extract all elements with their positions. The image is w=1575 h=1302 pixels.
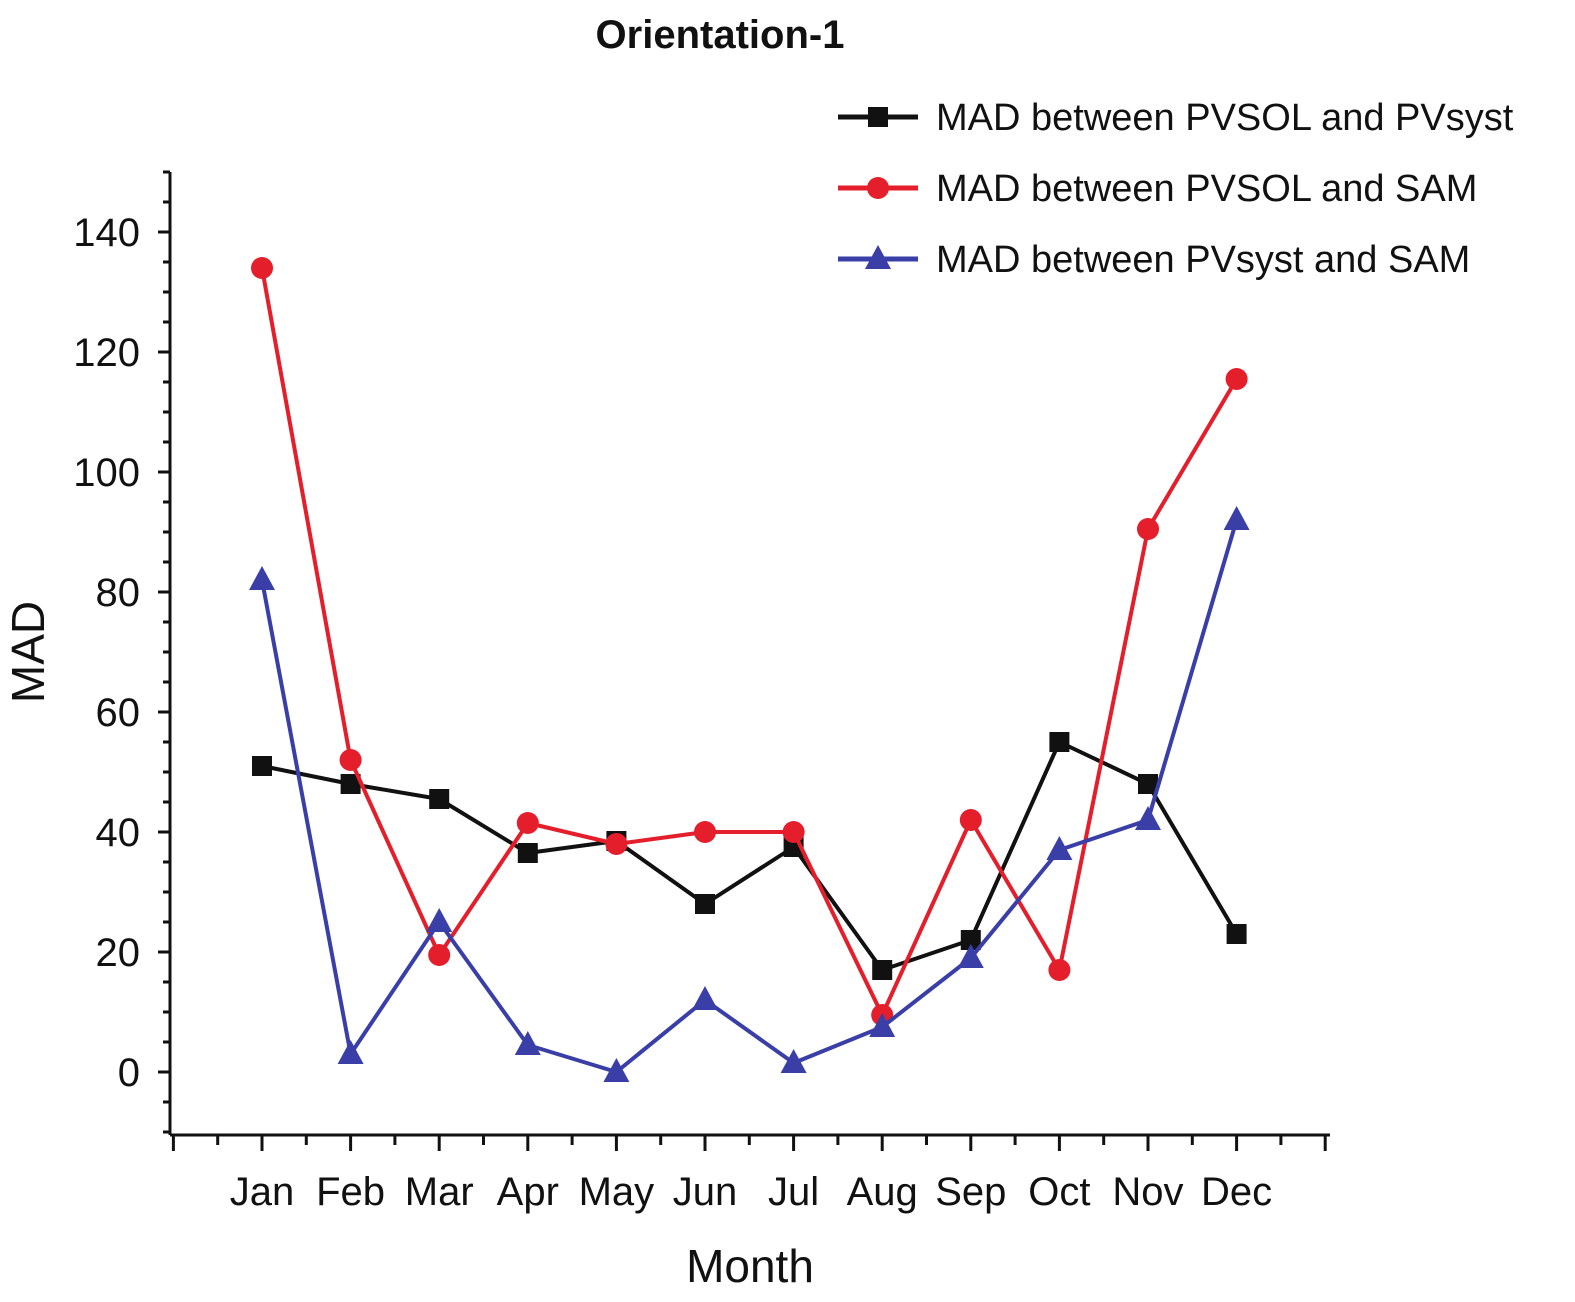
data-point [517, 843, 538, 863]
y-axis-label: MAD [2, 601, 54, 703]
legend: MAD between PVSOL and PVsyst MAD between … [838, 97, 1514, 281]
data-point [251, 257, 273, 279]
data-point [603, 1058, 630, 1082]
data-point [252, 756, 272, 776]
data-point [957, 944, 984, 968]
series-layer [249, 257, 1250, 1082]
data-point [1223, 506, 1250, 530]
y-tick-label: 20 [96, 931, 141, 975]
data-point [426, 908, 453, 932]
data-point [782, 821, 805, 843]
data-point [1225, 368, 1248, 390]
data-point [339, 749, 362, 771]
data-point [869, 1013, 896, 1037]
x-tick-label: Sep [935, 1170, 1006, 1214]
data-point [1137, 518, 1159, 540]
legend-label: MAD between PVSOL and SAM [936, 168, 1477, 210]
data-point [516, 812, 539, 834]
data-point [1135, 806, 1161, 830]
data-point [429, 789, 450, 809]
data-point [695, 894, 715, 914]
x-tick-label: Jun [673, 1170, 738, 1214]
data-point [1046, 836, 1073, 860]
legend-item: MAD between PVsyst and SAM [838, 239, 1470, 281]
x-axis-label: Month [686, 1240, 814, 1292]
data-point [514, 1031, 541, 1055]
series-line [261, 740, 1239, 972]
series-3 [249, 506, 1250, 1082]
data-point [1049, 732, 1070, 752]
data-point [692, 986, 718, 1010]
y-tick-label: 140 [73, 211, 140, 255]
data-point [337, 1040, 364, 1064]
x-tick-label: Feb [316, 1170, 385, 1214]
x-tick-label: Apr [497, 1170, 559, 1214]
x-tick-label: May [579, 1170, 655, 1214]
data-point [605, 833, 628, 855]
legend-item: MAD between PVSOL and SAM [838, 168, 1477, 210]
series-2 [251, 257, 1248, 1026]
data-point [340, 774, 361, 794]
y-tick-label: 60 [96, 691, 141, 735]
y-tick-label: 0 [118, 1051, 140, 1095]
legend-label: MAD between PVsyst and SAM [936, 239, 1470, 281]
x-tick-label: Jul [768, 1170, 819, 1214]
legend-label: MAD between PVSOL and PVsyst [936, 97, 1514, 139]
legend-item: MAD between PVSOL and PVsyst [838, 97, 1514, 139]
series-line [260, 267, 1239, 1017]
data-point [1048, 959, 1071, 981]
legend-marker [865, 245, 891, 269]
series-1 [252, 732, 1247, 980]
data-point [249, 566, 275, 590]
legend-marker [868, 107, 888, 127]
data-point [780, 1049, 807, 1073]
legend-marker [867, 177, 889, 199]
data-point [960, 930, 981, 950]
x-tick-label: Mar [405, 1170, 474, 1214]
axes: 0 20 40 60 80 100 120 140 Jan Feb Mar Apr May Jun Jul A… [73, 170, 1330, 1214]
data-point [428, 944, 451, 966]
data-point [1138, 774, 1158, 794]
data-point [959, 809, 982, 831]
y-tick-label: 120 [73, 331, 140, 375]
x-tick-label: Jan [230, 1170, 295, 1214]
chart-title: Orientation-1 [596, 13, 845, 57]
data-point [694, 821, 716, 843]
y-tick-label: 100 [73, 451, 140, 495]
x-tick-label: Aug [847, 1170, 918, 1214]
data-point [872, 960, 893, 980]
x-tick-label: Nov [1112, 1170, 1183, 1214]
x-tick-label: Oct [1028, 1170, 1090, 1214]
series-line [260, 519, 1239, 1074]
y-tick-label: 80 [96, 571, 141, 615]
data-point [1226, 924, 1247, 944]
y-tick-label: 40 [96, 811, 141, 855]
x-tick-label: Dec [1201, 1170, 1272, 1214]
